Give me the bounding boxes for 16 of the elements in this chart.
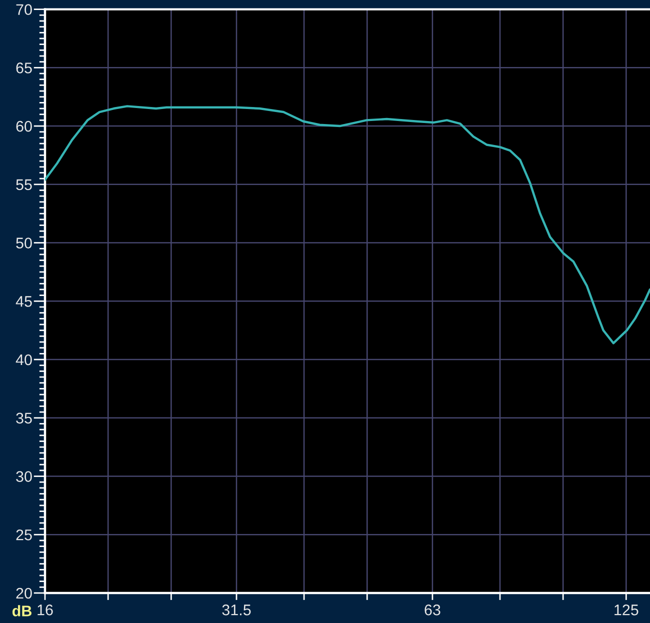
y-tick-label: 25 <box>16 530 32 540</box>
y-tick-label: 55 <box>16 179 32 190</box>
y-axis-title: dB <box>12 605 32 616</box>
y-tick-label: 70 <box>16 4 32 15</box>
x-tick-label: 125 <box>614 604 638 616</box>
y-tick-label: 40 <box>16 354 32 366</box>
y-tick-label: 50 <box>16 238 32 248</box>
y-tick-label: 30 <box>16 471 32 482</box>
y-tick-label: 20 <box>16 588 32 599</box>
y-tick-label: 60 <box>16 120 32 132</box>
y-tick-label: 35 <box>16 412 32 424</box>
y-tick-label: 45 <box>16 296 32 307</box>
x-tick-label: 63 <box>424 604 440 616</box>
x-tick-label: 16 <box>38 604 53 616</box>
y-tick-label: 65 <box>16 62 32 74</box>
x-tick-label: 31.5 <box>222 604 251 616</box>
